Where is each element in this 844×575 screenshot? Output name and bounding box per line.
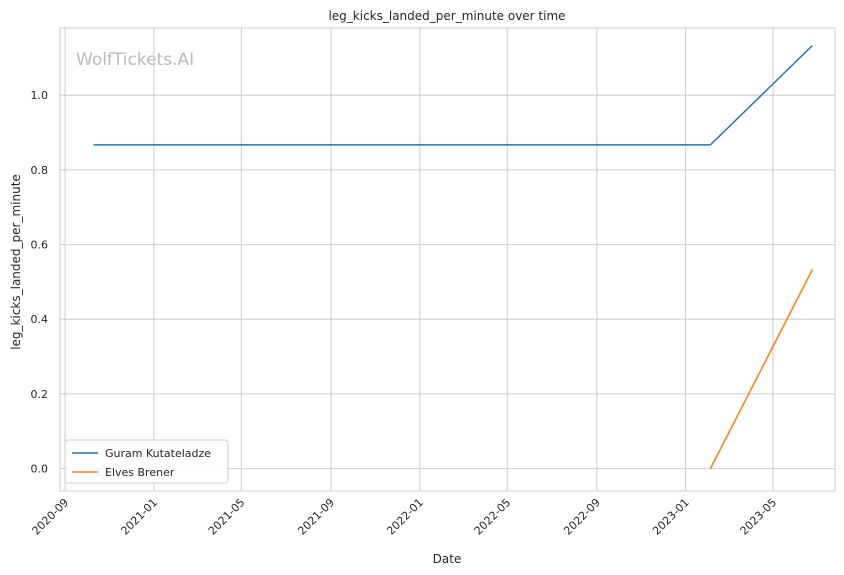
series-line-1 [709,269,814,469]
legend-label-elves-brener: Elves Brener [105,466,175,479]
legend-box [64,439,229,484]
y-tick-label: 1.0 [31,89,49,102]
watermark-text: WolfTickets.AI [76,50,194,70]
y-tick-label: 0.0 [31,463,49,476]
x-axis-label: Date [433,552,462,566]
y-axis-label: leg_kicks_landed_per_minute [9,174,23,350]
y-axis-ticks: 0.0 0.2 0.4 0.6 0.8 1.0 [31,89,49,475]
legend: Guram Kutateladze Elves Brener [64,439,229,484]
grid [60,28,835,491]
y-tick-label: 0.6 [31,239,49,252]
series-lines [93,44,814,469]
y-tick-label: 0.2 [31,388,49,401]
y-tick-label: 0.8 [31,164,49,177]
legend-label-guram-kutateladze: Guram Kutateladze [105,447,211,460]
chart-title: leg_kicks_landed_per_minute over time [328,9,565,23]
series-line-0 [93,44,813,146]
y-tick-label: 0.4 [31,313,49,326]
plot-frame [59,27,836,492]
